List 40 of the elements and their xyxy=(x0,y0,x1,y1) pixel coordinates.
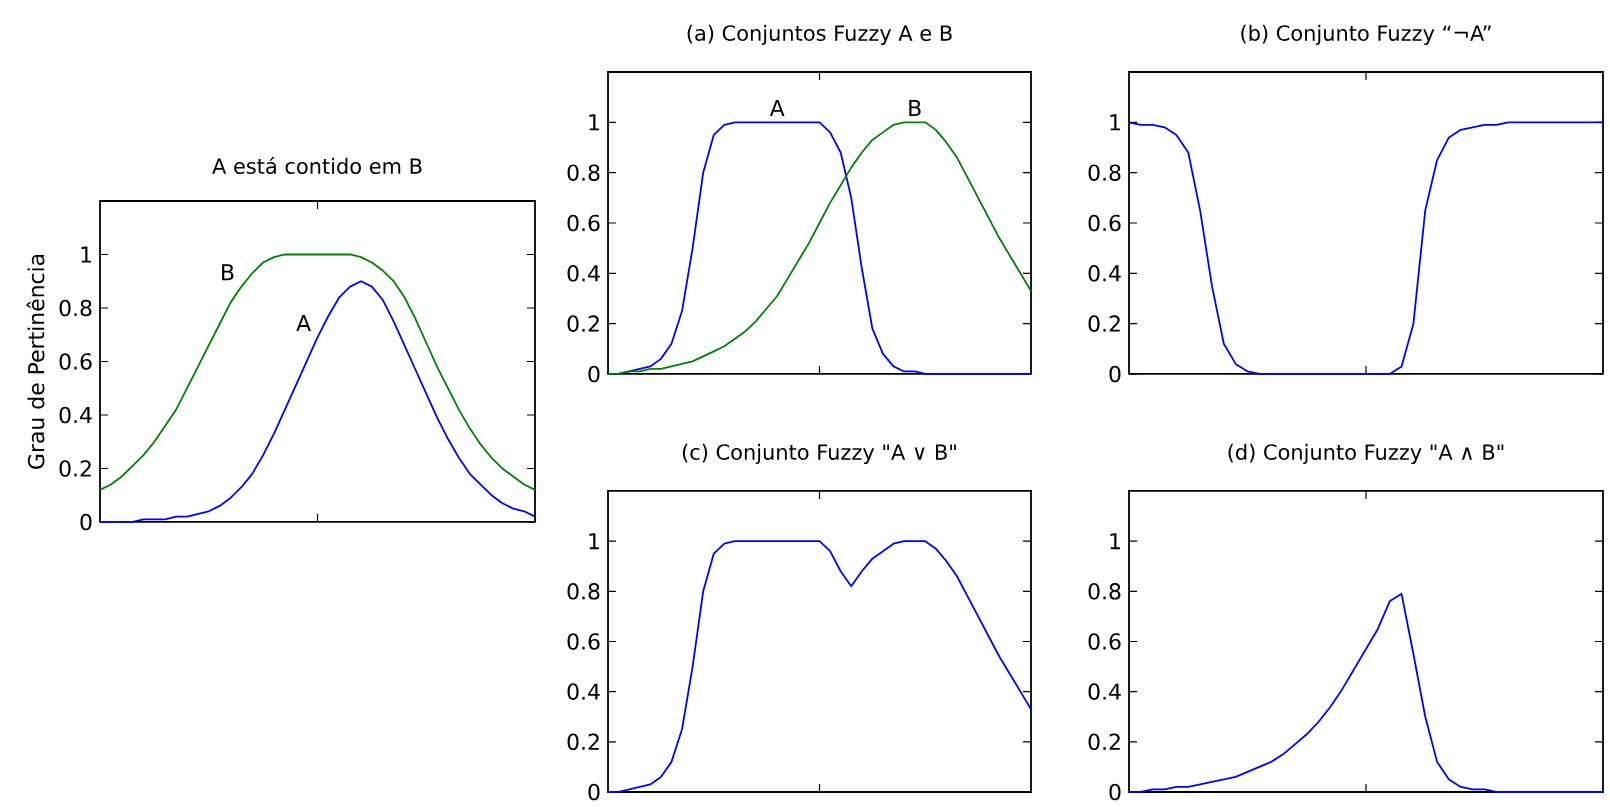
y-tick-label: 0 xyxy=(588,783,600,801)
y-tick-label: 0.6 xyxy=(567,633,600,650)
y-tick-label: 0.4 xyxy=(567,683,600,700)
y-tick-label: 0.6 xyxy=(1088,633,1121,650)
y-tick-label: 0.2 xyxy=(1088,315,1120,332)
y-tick-label: 0.6 xyxy=(567,214,600,232)
y-tick-label: 0.8 xyxy=(567,583,600,600)
y-tick-label: 0 xyxy=(1109,783,1121,801)
y-tick-label: 0.6 xyxy=(1088,214,1121,232)
y-tick-label: 0.6 xyxy=(59,353,92,370)
y-tick-label: 0.2 xyxy=(1088,733,1120,751)
series-label: A xyxy=(769,100,785,116)
y-tick-label: 0.2 xyxy=(59,460,91,477)
y-tick-label: 0.4 xyxy=(1088,265,1121,282)
y-tick-label: 1 xyxy=(589,533,599,550)
y-tick-label: 1 xyxy=(589,114,599,131)
y-tick-label: 0.2 xyxy=(567,733,599,751)
y-axis-title: Grau de Pertinência xyxy=(26,254,45,469)
y-tick-label: 0.8 xyxy=(59,299,92,317)
y-tick-label: 0 xyxy=(80,513,92,531)
y-tick-label: 0.8 xyxy=(567,164,600,181)
y-tick-label: 0.8 xyxy=(1088,164,1121,181)
chart-title: (a) Conjuntos Fuzzy A e B xyxy=(687,24,952,46)
y-tick-label: 0.4 xyxy=(59,406,92,424)
y-tick-label: 0.4 xyxy=(567,265,600,282)
y-tick-label: 0 xyxy=(588,365,600,383)
series-label: B xyxy=(222,264,234,281)
series-label: A xyxy=(296,315,311,332)
y-tick-label: 0.4 xyxy=(1088,683,1121,700)
y-tick-label: 1 xyxy=(1110,114,1120,131)
y-tick-label: 1 xyxy=(1110,533,1120,550)
series-label: B xyxy=(909,100,921,116)
y-tick-label: 0 xyxy=(1109,365,1121,383)
y-tick-label: 0.2 xyxy=(567,315,599,332)
chart-title: (d) Conjunto Fuzzy "A ∧ B" xyxy=(1228,443,1504,465)
y-tick-label: 0.8 xyxy=(1088,583,1121,600)
chart-title: (b) Conjunto Fuzzy “¬A” xyxy=(1241,24,1491,46)
chart-title: (c) Conjunto Fuzzy "A ∨ B" xyxy=(682,443,956,465)
y-tick-label: 1 xyxy=(81,246,91,263)
chart-title: A está contido em B xyxy=(212,157,422,175)
